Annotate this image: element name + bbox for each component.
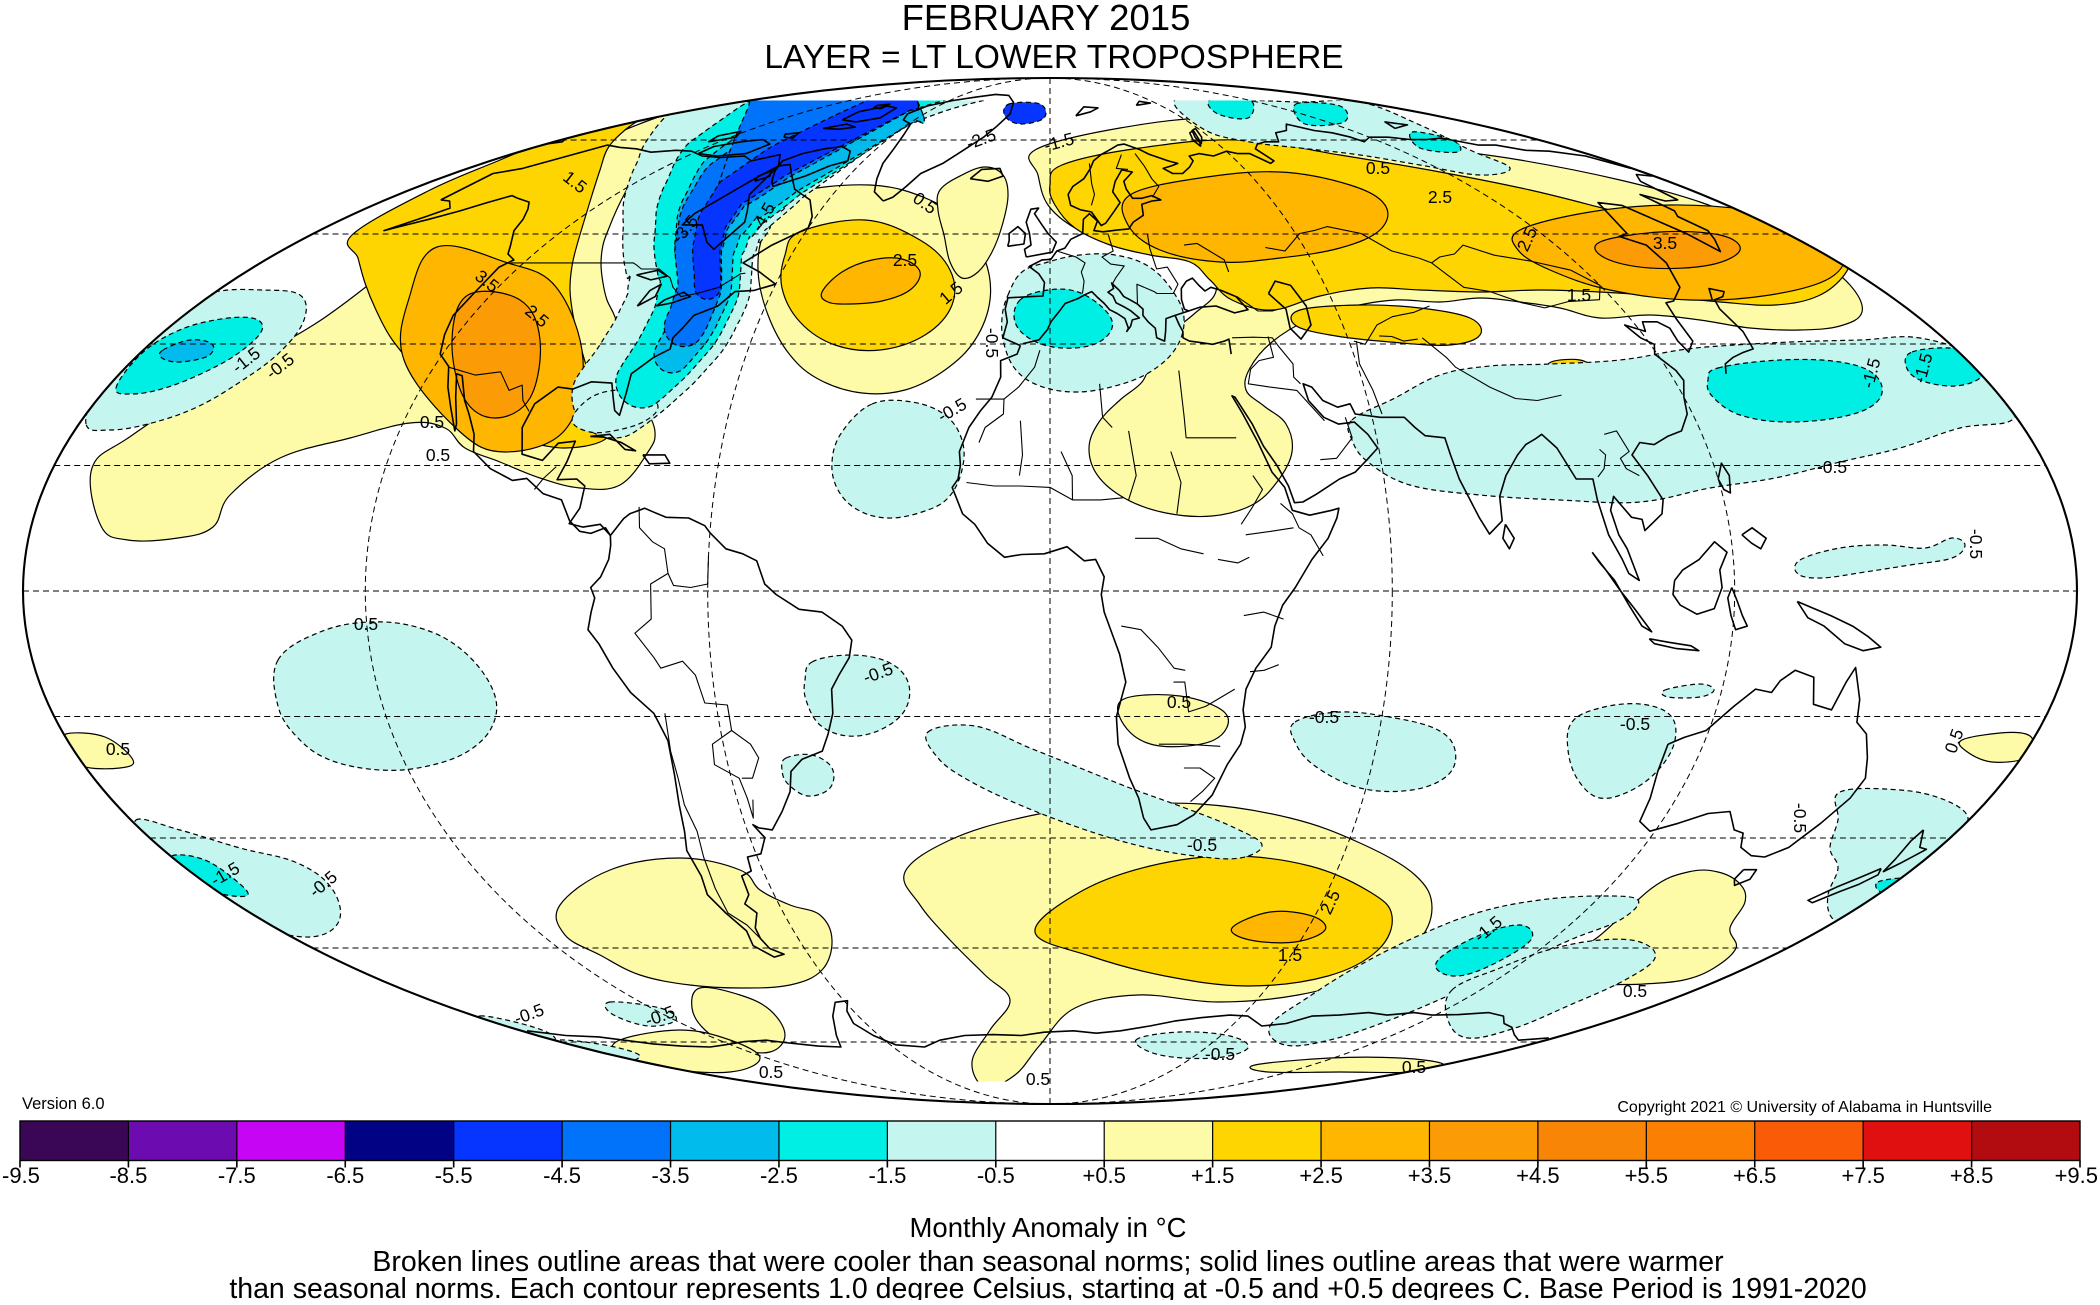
svg-text:+7.5: +7.5 <box>1841 1163 1884 1188</box>
svg-text:-0.5: -0.5 <box>1966 529 1986 559</box>
svg-text:0.5: 0.5 <box>426 445 450 465</box>
svg-text:0.5: 0.5 <box>1167 692 1191 712</box>
svg-text:1.5: 1.5 <box>1567 285 1591 305</box>
svg-text:1.5: 1.5 <box>1278 945 1302 965</box>
svg-text:0.5: 0.5 <box>1402 1057 1426 1077</box>
svg-text:+8.5: +8.5 <box>1950 1163 1993 1188</box>
svg-text:0.5: 0.5 <box>1623 981 1647 1001</box>
svg-text:-4.5: -4.5 <box>543 1163 581 1188</box>
svg-text:-0.5: -0.5 <box>977 1163 1015 1188</box>
svg-text:LAYER = LT LOWER TROPOSPHERE: LAYER = LT LOWER TROPOSPHERE <box>764 39 1343 76</box>
svg-text:Broken lines outline areas tha: Broken lines outline areas that were coo… <box>372 1246 1724 1278</box>
svg-text:-0.5: -0.5 <box>1620 714 1650 734</box>
svg-text:-0.5: -0.5 <box>1205 1044 1235 1064</box>
svg-text:-5.5: -5.5 <box>435 1163 473 1188</box>
svg-text:Version 6.0: Version 6.0 <box>22 1095 105 1113</box>
svg-text:-6.5: -6.5 <box>326 1163 364 1188</box>
svg-text:+0.5: +0.5 <box>1082 1163 1125 1188</box>
svg-text:-2.5: -2.5 <box>760 1163 798 1188</box>
svg-text:0.5: 0.5 <box>1366 158 1390 178</box>
svg-text:3.5: 3.5 <box>1653 233 1677 253</box>
svg-text:+3.5: +3.5 <box>1408 1163 1451 1188</box>
svg-text:-7.5: -7.5 <box>218 1163 256 1188</box>
svg-text:-1.5: -1.5 <box>868 1163 906 1188</box>
svg-text:0.5: 0.5 <box>106 739 130 759</box>
svg-text:-3.5: -3.5 <box>652 1163 690 1188</box>
svg-text:+5.5: +5.5 <box>1625 1163 1668 1188</box>
svg-text:+4.5: +4.5 <box>1516 1163 1559 1188</box>
svg-text:+9.5: +9.5 <box>2055 1163 2098 1188</box>
svg-text:0.5: 0.5 <box>420 412 444 432</box>
svg-text:-9.5: -9.5 <box>2 1163 40 1188</box>
svg-text:0.5: 0.5 <box>759 1062 783 1082</box>
svg-text:0.5: 0.5 <box>1026 1069 1050 1089</box>
svg-text:+6.5: +6.5 <box>1733 1163 1776 1188</box>
svg-text:2.5: 2.5 <box>893 250 917 270</box>
svg-text:Monthly Anomaly in °C: Monthly Anomaly in °C <box>910 1212 1187 1243</box>
svg-text:-0.5: -0.5 <box>1790 803 1810 833</box>
svg-text:-0.5: -0.5 <box>1187 835 1217 855</box>
svg-text:2.5: 2.5 <box>1428 187 1452 207</box>
svg-text:-0.5: -0.5 <box>982 328 1002 358</box>
svg-text:than seasonal norms. Each cont: than seasonal norms. Each contour repres… <box>229 1273 1866 1300</box>
svg-text:+1.5: +1.5 <box>1191 1163 1234 1188</box>
svg-text:+2.5: +2.5 <box>1299 1163 1342 1188</box>
svg-text:FEBRUARY 2015: FEBRUARY 2015 <box>902 0 1191 38</box>
svg-text:-0.5: -0.5 <box>1817 457 1847 477</box>
svg-text:0.5: 0.5 <box>354 614 378 634</box>
svg-text:Copyright 2021 © University of: Copyright 2021 © University of Alabama i… <box>1617 1099 1992 1116</box>
svg-text:-8.5: -8.5 <box>109 1163 147 1188</box>
svg-text:-0.5: -0.5 <box>1309 707 1339 727</box>
